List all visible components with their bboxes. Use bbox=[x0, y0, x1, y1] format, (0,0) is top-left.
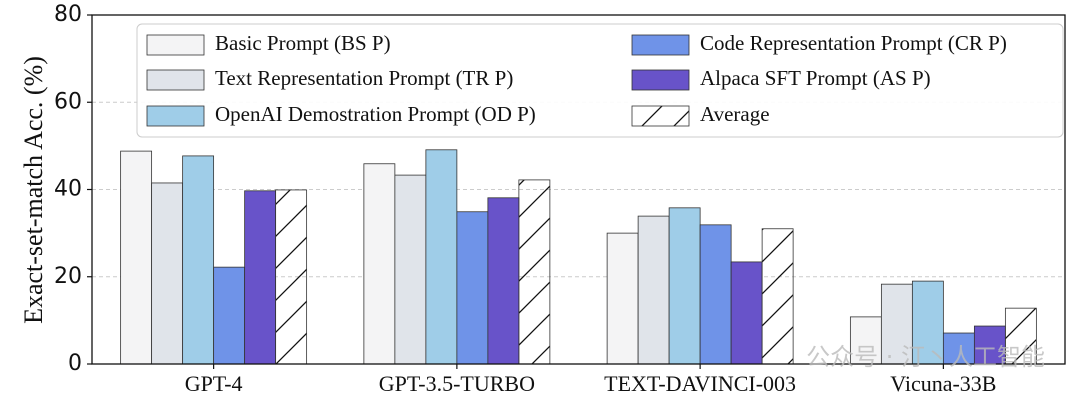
legend-label: OpenAI Demostration Prompt (OD P) bbox=[215, 102, 536, 126]
legend-swatch bbox=[146, 69, 205, 91]
bar bbox=[880, 283, 913, 365]
plot-frame bbox=[91, 14, 1066, 365]
legend-label: Alpaca SFT Prompt (AS P) bbox=[700, 66, 931, 90]
bar bbox=[606, 232, 639, 365]
bar bbox=[151, 182, 184, 365]
legend-swatch bbox=[146, 105, 205, 127]
bar bbox=[182, 155, 215, 365]
bar bbox=[761, 228, 794, 365]
y-tick-label: 80 bbox=[54, 2, 82, 27]
legend-swatch bbox=[146, 34, 205, 56]
legend-swatch bbox=[631, 105, 690, 127]
legend-swatch bbox=[631, 34, 690, 56]
legend-box bbox=[136, 23, 1064, 138]
legend-label: Basic Prompt (BS P) bbox=[215, 31, 391, 55]
legend-swatch bbox=[631, 69, 690, 91]
x-tick-label: GPT-3.5-TURBO bbox=[379, 371, 535, 396]
bar bbox=[637, 215, 670, 365]
bar bbox=[363, 163, 396, 365]
bar bbox=[487, 197, 520, 365]
bar bbox=[120, 150, 153, 365]
y-tick-label: 20 bbox=[54, 264, 82, 289]
bar bbox=[394, 174, 427, 365]
y-tick-label: 40 bbox=[54, 177, 82, 202]
bar bbox=[425, 149, 458, 365]
bar bbox=[518, 179, 551, 365]
bar bbox=[699, 224, 732, 365]
x-tick-label: Vicuna-33B bbox=[890, 371, 996, 396]
bar bbox=[213, 266, 246, 365]
bar bbox=[275, 189, 308, 365]
bar bbox=[973, 325, 1006, 365]
x-tick-label: TEXT-DAVINCI-003 bbox=[604, 371, 796, 396]
legend-label: Code Representation Prompt (CR P) bbox=[700, 31, 1007, 55]
bar bbox=[1004, 307, 1037, 365]
legend-label: Average bbox=[700, 102, 770, 126]
x-tick-label: GPT-4 bbox=[185, 371, 243, 396]
watermark: 公众号 · 汀丶人工智能 bbox=[806, 343, 1045, 371]
bar bbox=[730, 261, 763, 365]
bar bbox=[456, 211, 489, 365]
bar bbox=[911, 280, 944, 365]
legend-label: Text Representation Prompt (TR P) bbox=[215, 66, 513, 90]
bar bbox=[668, 207, 701, 365]
y-tick-label: 0 bbox=[68, 351, 82, 376]
y-tick-label: 60 bbox=[54, 89, 82, 114]
y-axis-label: Exact-set-match Acc. (%) bbox=[19, 56, 48, 324]
bar bbox=[244, 190, 277, 365]
